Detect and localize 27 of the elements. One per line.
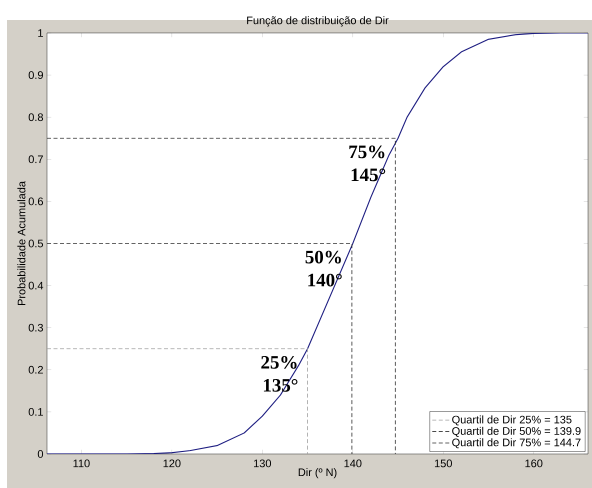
chart-title: Função de distribuição de Dir <box>247 16 389 26</box>
y-tick-label: 0.2 <box>28 366 43 374</box>
x-tick-label: 120 <box>164 460 181 468</box>
y-tick-label: 0.9 <box>28 71 43 79</box>
x-tick-label: 110 <box>73 460 90 468</box>
y-tick-label: 1 <box>38 29 43 37</box>
y-tick-label: 0.3 <box>28 324 44 332</box>
y-tick-label: 0 <box>38 450 44 458</box>
annotation: 25% <box>261 356 297 369</box>
x-tick-label: 130 <box>254 460 272 468</box>
legend-label: Quartil de Dir 75% = 144.7 <box>452 438 581 448</box>
annotation: 75% <box>349 145 384 158</box>
legend-label: Quartil de Dir 25% = 135 <box>452 415 572 426</box>
y-tick-label: 0.7 <box>28 155 43 164</box>
y-tick-label: 0.4 <box>28 282 44 290</box>
annotation: 50% <box>306 250 341 264</box>
y-axis-title: Probabilidade Acumulada <box>17 181 26 306</box>
y-tick-label: 0.1 <box>28 408 43 416</box>
line-series <box>47 32 588 454</box>
legend-label: Quartil de Dir 50% = 139.9 <box>452 426 581 437</box>
y-tick-label: 0.5 <box>28 240 44 248</box>
y-tick-label: 0.8 <box>28 113 44 122</box>
x-tick-label: 160 <box>525 460 542 468</box>
x-axis-title: Dir (º N) <box>298 468 336 478</box>
x-tick-label: 140 <box>344 460 362 468</box>
x-tick-label: 150 <box>434 460 452 468</box>
y-tick-label: 0.6 <box>28 198 44 206</box>
